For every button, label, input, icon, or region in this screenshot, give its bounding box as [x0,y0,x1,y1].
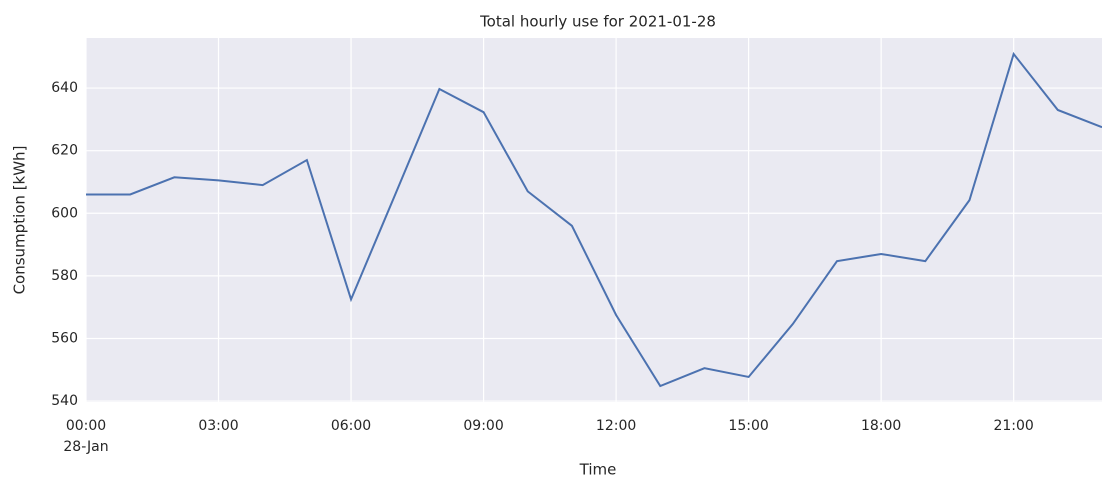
x-tick-label: 12:00 [596,418,636,434]
x-tick-label: 09:00 [463,418,503,434]
x-tick-label: 03:00 [198,418,238,434]
y-axis-label: Consumption [kWh] [11,146,29,295]
y-tick-label: 640 [51,80,78,96]
x-tick-label: 15:00 [728,418,768,434]
x-tick-label: 00:00 [66,418,106,434]
plot-area [86,38,1102,402]
y-tick-label: 600 [51,205,78,221]
data-line [86,51,1102,388]
chart-title: Total hourly use for 2021-01-28 [479,13,716,31]
y-tick-label: 620 [51,143,78,159]
x-axis-label: Time [579,461,617,478]
y-tick-label: 540 [51,393,78,409]
x-tick-label: 06:00 [331,418,371,434]
x-date-label: 28-Jan [63,439,108,455]
y-tick-label: 560 [51,330,78,346]
y-tick-label: 580 [51,268,78,284]
x-tick-label: 21:00 [993,418,1033,434]
x-tick-label: 18:00 [861,418,901,434]
